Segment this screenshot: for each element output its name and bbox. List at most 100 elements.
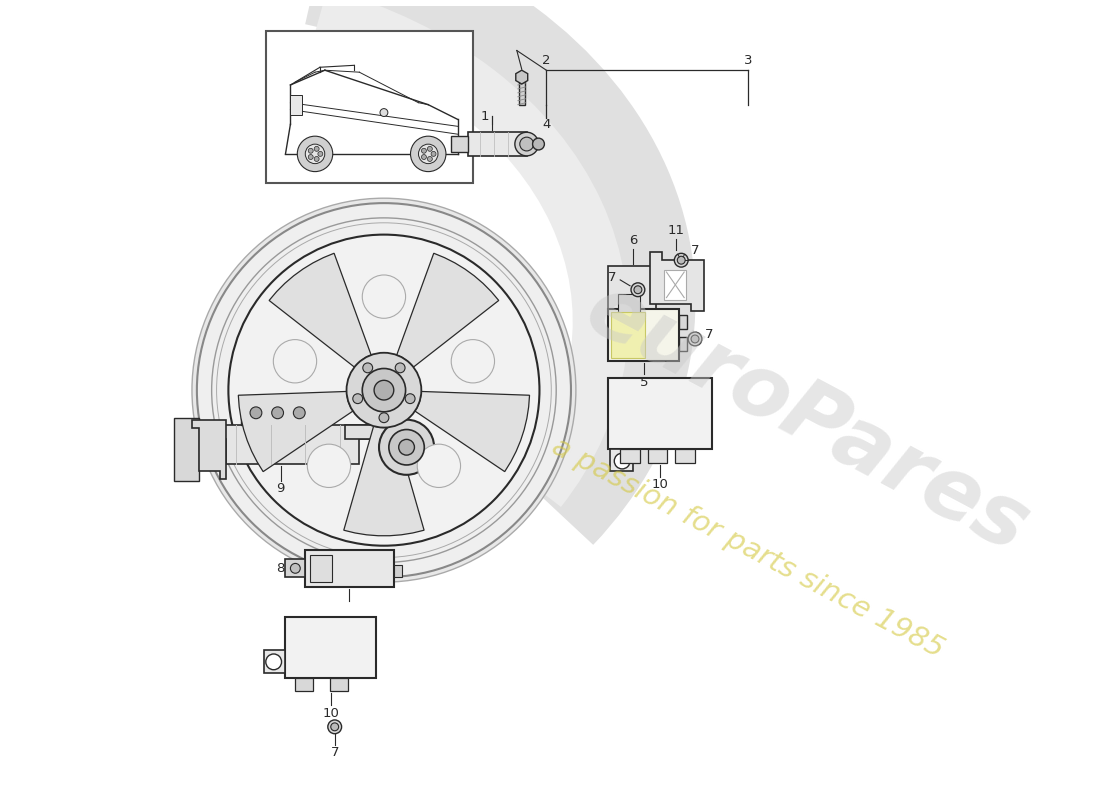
Text: 1: 1 — [480, 110, 488, 123]
Bar — [648, 450, 668, 463]
Bar — [612, 312, 645, 358]
Polygon shape — [239, 391, 353, 472]
Bar — [295, 678, 313, 691]
Text: 8: 8 — [276, 562, 285, 575]
Polygon shape — [344, 425, 398, 469]
Circle shape — [318, 151, 322, 156]
Bar — [620, 450, 640, 463]
Text: 6: 6 — [629, 234, 637, 247]
Circle shape — [374, 380, 394, 400]
Bar — [310, 554, 332, 582]
Polygon shape — [608, 266, 662, 325]
Circle shape — [631, 283, 645, 297]
Circle shape — [418, 144, 438, 164]
Circle shape — [532, 138, 544, 150]
Text: 3: 3 — [744, 54, 752, 67]
Polygon shape — [610, 450, 632, 471]
Circle shape — [362, 275, 406, 318]
Circle shape — [428, 146, 432, 151]
Circle shape — [192, 198, 576, 582]
Bar — [290, 95, 303, 114]
Circle shape — [691, 335, 698, 343]
Text: 11: 11 — [668, 224, 685, 237]
Bar — [394, 566, 402, 577]
Polygon shape — [451, 136, 468, 152]
Circle shape — [308, 154, 314, 159]
Text: euroPares: euroPares — [572, 268, 1043, 571]
Circle shape — [398, 439, 415, 455]
Polygon shape — [211, 425, 374, 464]
Circle shape — [315, 157, 319, 162]
Circle shape — [362, 369, 406, 412]
Bar — [286, 617, 376, 678]
Circle shape — [614, 453, 630, 469]
Circle shape — [272, 407, 284, 418]
Circle shape — [229, 234, 539, 546]
Polygon shape — [241, 402, 320, 425]
Polygon shape — [344, 426, 425, 536]
Polygon shape — [519, 77, 525, 105]
Circle shape — [379, 420, 434, 475]
Circle shape — [451, 339, 495, 383]
Polygon shape — [516, 70, 528, 84]
Circle shape — [297, 136, 332, 172]
Circle shape — [379, 109, 388, 117]
Text: a passion for parts since 1985: a passion for parts since 1985 — [548, 432, 949, 663]
Circle shape — [389, 430, 425, 465]
Circle shape — [520, 137, 534, 151]
Bar — [305, 550, 394, 587]
Text: 7: 7 — [691, 244, 700, 257]
Circle shape — [674, 254, 689, 267]
Bar — [330, 678, 348, 691]
Circle shape — [363, 363, 373, 373]
Circle shape — [395, 363, 405, 373]
Circle shape — [678, 256, 685, 264]
Polygon shape — [468, 132, 527, 156]
Bar — [680, 337, 688, 350]
Bar — [608, 310, 680, 361]
Circle shape — [331, 723, 339, 730]
Circle shape — [290, 563, 300, 574]
Text: 7: 7 — [608, 271, 617, 285]
Text: 10: 10 — [651, 478, 668, 491]
Circle shape — [421, 148, 427, 154]
Circle shape — [353, 394, 363, 403]
Circle shape — [273, 339, 317, 383]
Text: 9: 9 — [276, 482, 285, 495]
Polygon shape — [264, 650, 286, 673]
Polygon shape — [270, 254, 371, 367]
Circle shape — [250, 407, 262, 418]
Bar — [286, 559, 305, 577]
Circle shape — [307, 444, 351, 487]
Text: 2: 2 — [542, 54, 551, 67]
Circle shape — [405, 394, 415, 403]
Polygon shape — [415, 391, 529, 472]
Circle shape — [328, 720, 342, 734]
Circle shape — [417, 444, 461, 487]
Bar — [266, 31, 473, 183]
Text: 7: 7 — [330, 746, 339, 759]
Polygon shape — [397, 254, 498, 367]
Bar — [675, 450, 695, 463]
Circle shape — [410, 136, 446, 172]
Circle shape — [346, 353, 421, 427]
Bar — [664, 270, 686, 299]
Circle shape — [689, 332, 702, 346]
Circle shape — [634, 286, 642, 294]
Text: 4: 4 — [542, 118, 550, 131]
Polygon shape — [174, 418, 199, 481]
Bar — [608, 378, 712, 450]
Circle shape — [428, 157, 432, 162]
Text: 10: 10 — [322, 706, 339, 719]
Circle shape — [379, 413, 389, 422]
Bar — [680, 315, 688, 329]
Circle shape — [294, 407, 305, 418]
Circle shape — [315, 146, 319, 151]
Circle shape — [306, 144, 324, 164]
Polygon shape — [192, 420, 227, 478]
Circle shape — [431, 151, 436, 156]
Circle shape — [421, 154, 427, 159]
Circle shape — [308, 148, 314, 154]
Bar — [618, 294, 640, 314]
Circle shape — [197, 203, 571, 577]
